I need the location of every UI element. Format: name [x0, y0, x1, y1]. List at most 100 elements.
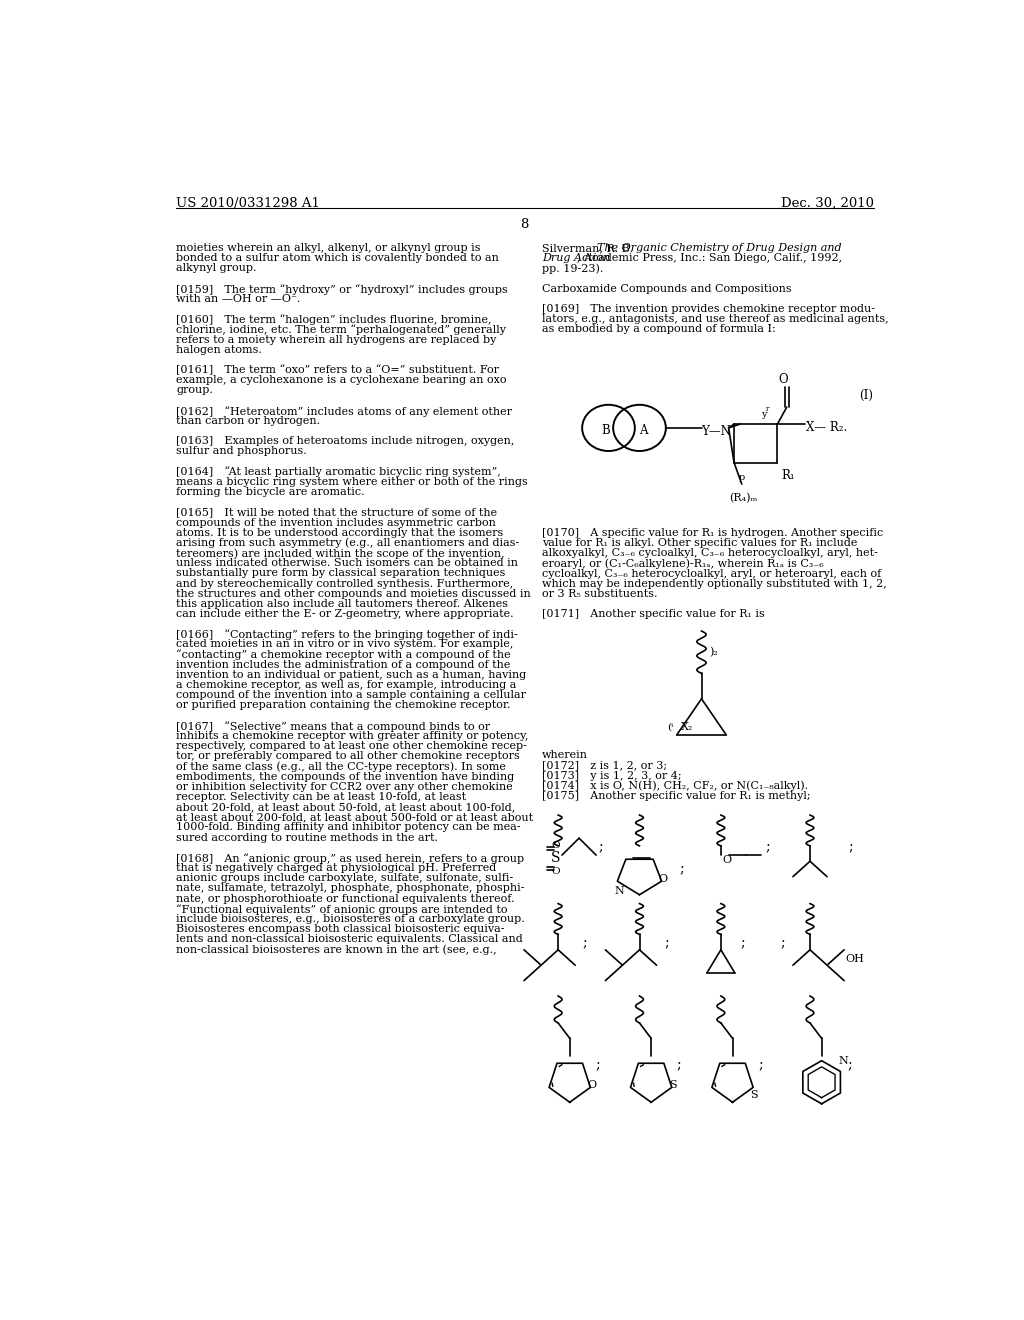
Text: pp. 19-23).: pp. 19-23).: [542, 264, 603, 275]
Text: ;: ;: [583, 937, 588, 950]
Text: 1000-fold. Binding affinity and inhibitor potency can be mea-: 1000-fold. Binding affinity and inhibito…: [176, 822, 520, 833]
Text: which may be independently optionally substituted with 1, 2,: which may be independently optionally su…: [542, 579, 887, 589]
Text: ;: ;: [740, 937, 744, 950]
Text: p: p: [738, 474, 744, 482]
Text: Carboxamide Compounds and Compositions: Carboxamide Compounds and Compositions: [542, 284, 792, 294]
Text: halogen atoms.: halogen atoms.: [176, 345, 262, 355]
Text: X₂: X₂: [681, 722, 693, 733]
Text: ;: ;: [847, 1059, 852, 1072]
Text: O: O: [552, 841, 560, 850]
Text: ;: ;: [665, 937, 669, 950]
Text: and by stereochemically controlled synthesis. Furthermore,: and by stereochemically controlled synth…: [176, 578, 513, 589]
Text: alkoxyalkyl, C₃₋₆ cycloalkyl, C₃₋₆ heterocycloalkyl, aryl, het-: alkoxyalkyl, C₃₋₆ cycloalkyl, C₃₋₆ heter…: [542, 548, 878, 558]
Text: or purified preparation containing the chemokine receptor.: or purified preparation containing the c…: [176, 701, 511, 710]
Text: [0163] Examples of heteroatoms include nitrogen, oxygen,: [0163] Examples of heteroatoms include n…: [176, 436, 514, 446]
Text: cated moieties in an in vitro or in vivo system. For example,: cated moieties in an in vitro or in vivo…: [176, 639, 513, 649]
Text: )₂: )₂: [710, 647, 718, 657]
Text: tereomers) are included within the scope of the invention,: tereomers) are included within the scope…: [176, 548, 505, 558]
Ellipse shape: [613, 405, 666, 451]
Text: invention to an individual or patient, such as a human, having: invention to an individual or patient, s…: [176, 671, 526, 680]
Text: example, a cyclohexanone is a cyclohexane bearing an oxo: example, a cyclohexanone is a cyclohexan…: [176, 375, 507, 385]
Text: chlorine, iodine, etc. The term “perhalogenated” generally: chlorine, iodine, etc. The term “perhalo…: [176, 325, 506, 335]
Text: can include either the E- or Z-geometry, where appropriate.: can include either the E- or Z-geometry,…: [176, 609, 514, 619]
Text: 8: 8: [520, 218, 529, 231]
Text: means a bicyclic ring system where either or both of the rings: means a bicyclic ring system where eithe…: [176, 477, 527, 487]
Text: that is negatively charged at physiological pH. Preferred: that is negatively charged at physiologi…: [176, 863, 497, 873]
Text: forming the bicycle are aromatic.: forming the bicycle are aromatic.: [176, 487, 365, 498]
Text: the structures and other compounds and moieties discussed in: the structures and other compounds and m…: [176, 589, 530, 599]
Text: (ⁱ: (ⁱ: [668, 723, 674, 731]
Text: [0164] “At least partially aromatic bicyclic ring system”,: [0164] “At least partially aromatic bicy…: [176, 467, 501, 478]
Text: [0165] It will be noted that the structure of some of the: [0165] It will be noted that the structu…: [176, 507, 498, 517]
Text: nate, or phosphorothioate or functional equivalents thereof.: nate, or phosphorothioate or functional …: [176, 894, 514, 904]
Text: compound of the invention into a sample containing a cellular: compound of the invention into a sample …: [176, 690, 526, 701]
Text: O: O: [552, 867, 560, 875]
Text: moieties wherein an alkyl, alkenyl, or alkynyl group is: moieties wherein an alkyl, alkenyl, or a…: [176, 243, 480, 253]
Text: [0166] “Contacting” refers to the bringing together of indi-: [0166] “Contacting” refers to the bringi…: [176, 630, 518, 640]
Text: cycloalkyl, C₃₋₆ heterocycloalkyl, aryl, or heteroaryl, each of: cycloalkyl, C₃₋₆ heterocycloalkyl, aryl,…: [542, 569, 881, 578]
Text: O: O: [587, 1080, 596, 1089]
Text: substantially pure form by classical separation techniques: substantially pure form by classical sep…: [176, 569, 506, 578]
Text: sulfur and phosphorus.: sulfur and phosphorus.: [176, 446, 307, 457]
Text: ;: ;: [595, 1059, 600, 1072]
Text: N: N: [839, 1056, 848, 1065]
Text: [0160] The term “halogen” includes fluorine, bromine,: [0160] The term “halogen” includes fluor…: [176, 314, 492, 325]
Text: N: N: [614, 886, 625, 895]
Text: X— R₂.: X— R₂.: [806, 421, 848, 434]
Text: S: S: [751, 1089, 758, 1100]
Text: receptor. Selectivity can be at least 10-fold, at least: receptor. Selectivity can be at least 10…: [176, 792, 466, 803]
Text: or 3 R₅ substituents.: or 3 R₅ substituents.: [542, 589, 657, 599]
Text: r: r: [766, 405, 769, 413]
Text: or inhibition selectivity for CCR2 over any other chemokine: or inhibition selectivity for CCR2 over …: [176, 781, 513, 792]
Text: about 20-fold, at least about 50-fold, at least about 100-fold,: about 20-fold, at least about 50-fold, a…: [176, 803, 515, 812]
Text: The Organic Chemistry of Drug Design and: The Organic Chemistry of Drug Design and: [597, 243, 842, 253]
Text: ;: ;: [780, 937, 785, 950]
Text: S: S: [669, 1080, 677, 1089]
Text: Bioisosteres encompass both classical bioisosteric equiva-: Bioisosteres encompass both classical bi…: [176, 924, 505, 935]
Text: OH: OH: [846, 954, 864, 964]
Text: A: A: [639, 425, 647, 437]
Text: this application also include all tautomers thereof. Alkenes: this application also include all tautom…: [176, 599, 508, 609]
Text: O: O: [779, 372, 788, 385]
Text: compounds of the invention includes asymmetric carbon: compounds of the invention includes asym…: [176, 517, 496, 528]
Text: y: y: [761, 409, 767, 418]
Text: [0162] “Heteroatom” includes atoms of any element other: [0162] “Heteroatom” includes atoms of an…: [176, 405, 512, 417]
Text: [0159] The term “hydroxy” or “hydroxyl” includes groups: [0159] The term “hydroxy” or “hydroxyl” …: [176, 284, 508, 294]
Text: unless indicated otherwise. Such isomers can be obtained in: unless indicated otherwise. Such isomers…: [176, 558, 518, 568]
Text: lators, e.g., antagonists, and use thereof as medicinal agents,: lators, e.g., antagonists, and use there…: [542, 314, 889, 325]
Text: Dec. 30, 2010: Dec. 30, 2010: [780, 197, 873, 210]
Text: invention includes the administration of a compound of the: invention includes the administration of…: [176, 660, 510, 669]
Text: US 2010/0331298 A1: US 2010/0331298 A1: [176, 197, 319, 210]
Text: as embodied by a compound of formula I:: as embodied by a compound of formula I:: [542, 325, 775, 334]
Text: at least about 200-fold, at least about 500-fold or at least about: at least about 200-fold, at least about …: [176, 812, 534, 822]
Text: [0167] “Selective” means that a compound binds to or: [0167] “Selective” means that a compound…: [176, 721, 490, 731]
Text: respectively, compared to at least one other chemokine recep-: respectively, compared to at least one o…: [176, 741, 527, 751]
Text: atoms. It is to be understood accordingly that the isomers: atoms. It is to be understood accordingl…: [176, 528, 504, 537]
Text: include bioisosteres, e.g., bioisosteres of a carboxylate group.: include bioisosteres, e.g., bioisosteres…: [176, 913, 524, 924]
Text: eroaryl, or (C₁-C₆alkylene)-R₁ₐ, wherein R₁ₐ is C₃₋₆: eroaryl, or (C₁-C₆alkylene)-R₁ₐ, wherein…: [542, 558, 823, 569]
Text: ;: ;: [758, 1059, 763, 1072]
Text: sured according to routine methods in the art.: sured according to routine methods in th…: [176, 833, 438, 842]
Text: than carbon or hydrogen.: than carbon or hydrogen.: [176, 416, 321, 426]
Text: “contacting” a chemokine receptor with a compound of the: “contacting” a chemokine receptor with a…: [176, 649, 511, 660]
Text: , Academic Press, Inc.: San Diego, Calif., 1992,: , Academic Press, Inc.: San Diego, Calif…: [578, 253, 843, 263]
Text: alkynyl group.: alkynyl group.: [176, 264, 257, 273]
Text: [0169] The invention provides chemokine receptor modu-: [0169] The invention provides chemokine …: [542, 304, 874, 314]
Text: embodiments, the compounds of the invention have binding: embodiments, the compounds of the invent…: [176, 772, 514, 781]
Text: of the same class (e.g., all the CC-type receptors). In some: of the same class (e.g., all the CC-type…: [176, 762, 506, 772]
Text: wherein: wherein: [542, 750, 588, 760]
Text: a chemokine receptor, as well as, for example, introducing a: a chemokine receptor, as well as, for ex…: [176, 680, 516, 690]
Text: arising from such asymmetry (e.g., all enantiomers and dias-: arising from such asymmetry (e.g., all e…: [176, 537, 519, 548]
Ellipse shape: [583, 405, 635, 451]
Text: [0171] Another specific value for R₁ is: [0171] Another specific value for R₁ is: [542, 610, 765, 619]
Text: ;: ;: [849, 841, 853, 854]
Text: Drug Action: Drug Action: [542, 253, 610, 263]
Text: S: S: [551, 851, 560, 865]
Text: ;: ;: [766, 841, 770, 854]
Text: O: O: [722, 855, 731, 865]
Text: (I): (I): [859, 389, 873, 403]
Text: [0168] An “anionic group,” as used herein, refers to a group: [0168] An “anionic group,” as used herei…: [176, 853, 524, 863]
Text: [0172] z is 1, 2, or 3;: [0172] z is 1, 2, or 3;: [542, 760, 667, 771]
Text: Silverman, R. B.: Silverman, R. B.: [542, 243, 637, 253]
Text: nate, sulfamate, tetrazolyl, phosphate, phosphonate, phosphi-: nate, sulfamate, tetrazolyl, phosphate, …: [176, 883, 524, 894]
